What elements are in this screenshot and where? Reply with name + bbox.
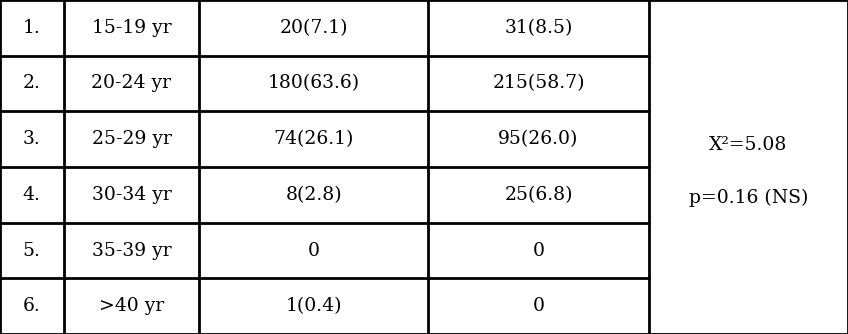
Text: 74(26.1): 74(26.1) bbox=[274, 130, 354, 148]
Text: p=0.16 (NS): p=0.16 (NS) bbox=[689, 188, 808, 207]
Text: 30-34 yr: 30-34 yr bbox=[92, 186, 171, 204]
Text: 6.: 6. bbox=[23, 297, 41, 315]
Text: 0: 0 bbox=[308, 241, 320, 260]
Text: 31(8.5): 31(8.5) bbox=[505, 19, 572, 37]
Text: 25-29 yr: 25-29 yr bbox=[92, 130, 171, 148]
Text: 95(26.0): 95(26.0) bbox=[499, 130, 578, 148]
Text: 4.: 4. bbox=[23, 186, 41, 204]
Text: 2.: 2. bbox=[23, 74, 41, 93]
Text: X²=5.08: X²=5.08 bbox=[709, 136, 788, 154]
Text: 5.: 5. bbox=[23, 241, 41, 260]
Text: 215(58.7): 215(58.7) bbox=[492, 74, 585, 93]
Text: 3.: 3. bbox=[23, 130, 41, 148]
Text: 0: 0 bbox=[533, 241, 544, 260]
Text: 20-24 yr: 20-24 yr bbox=[92, 74, 171, 93]
Text: 15-19 yr: 15-19 yr bbox=[92, 19, 171, 37]
Text: 180(63.6): 180(63.6) bbox=[268, 74, 360, 93]
Text: 20(7.1): 20(7.1) bbox=[280, 19, 348, 37]
Text: 1(0.4): 1(0.4) bbox=[286, 297, 342, 315]
Text: 35-39 yr: 35-39 yr bbox=[92, 241, 171, 260]
Text: >40 yr: >40 yr bbox=[99, 297, 164, 315]
Text: 1.: 1. bbox=[23, 19, 41, 37]
Text: 8(2.8): 8(2.8) bbox=[286, 186, 342, 204]
Text: 0: 0 bbox=[533, 297, 544, 315]
Text: 25(6.8): 25(6.8) bbox=[505, 186, 572, 204]
